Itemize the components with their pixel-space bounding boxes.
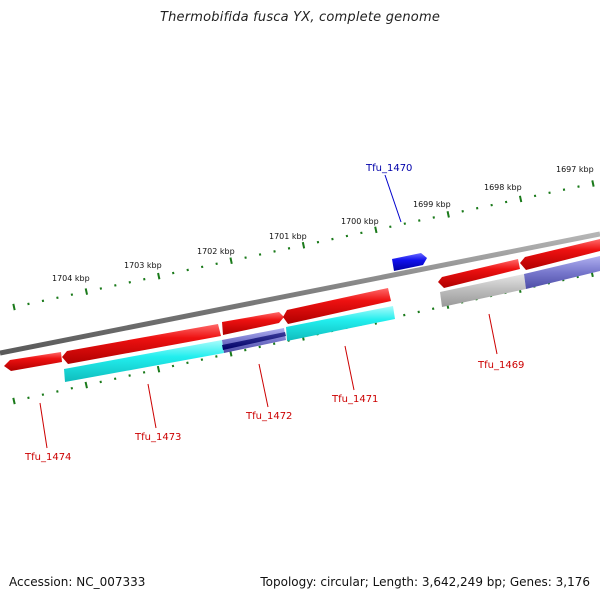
outer-scale-major-tick: [157, 272, 161, 280]
genome-title: Thermobifida fusca YX, complete genome: [159, 10, 441, 25]
leader-tfu-1470: [384, 174, 402, 223]
leader-tfu-1471: [344, 345, 355, 391]
outer-scale-major-tick: [446, 211, 450, 218]
accession-text: Accession: NC_007333: [9, 575, 146, 589]
gene-tfu-1470: [392, 253, 427, 271]
outer-scale-major-tick: [374, 226, 378, 234]
gene-tfu-1471-cyan: [286, 306, 395, 341]
topology-text: Topology: circular; Length: 3,642,249 bp…: [260, 575, 590, 589]
gene-label-tfu-1469: Tfu_1469: [477, 360, 524, 371]
scale-label-1700: 1700 kbp: [341, 217, 379, 226]
scale-label-1701: 1701 kbp: [269, 232, 307, 241]
gene-tfu-1469-gray: [440, 274, 526, 307]
scale-label-1698: 1698 kbp: [484, 183, 522, 192]
gene-tfu-1473-cyan: [64, 340, 224, 382]
gene-tfu-1472-red: [222, 312, 284, 335]
leader-tfu-1473: [147, 383, 157, 429]
gene-tfu-1472-dark: [222, 332, 286, 350]
inner-scale-major-tick: [84, 381, 88, 389]
gene-tfu-1473-red: [62, 324, 221, 364]
gene-label-tfu-1470: Tfu_1470: [365, 163, 412, 174]
inner-scale-major-tick: [156, 365, 161, 373]
gene-label-tfu-1473: Tfu_1473: [134, 432, 181, 443]
genome-backbone: [0, 231, 600, 356]
inner-scale-major-tick: [12, 397, 16, 405]
outer-scale-major-tick: [518, 195, 523, 203]
scale-label-1699: 1699 kbp: [413, 200, 451, 209]
scale-track-outer: [12, 180, 595, 311]
outer-scale-major-tick: [12, 303, 16, 311]
gene-tfu-1471-red: [283, 288, 391, 324]
gene-tfu-1469-red-b: [520, 239, 600, 270]
scale-label-1703: 1703 kbp: [124, 261, 162, 270]
gene-tfu-1469-red-a: [438, 259, 520, 288]
leader-tfu-1469: [488, 313, 498, 355]
gene-label-tfu-1472: Tfu_1472: [245, 411, 292, 422]
outer-scale-major-tick: [84, 288, 89, 295]
scale-label-1704: 1704 kbp: [52, 274, 90, 283]
outer-scale-major-tick: [229, 257, 233, 265]
outer-scale-major-tick: [301, 241, 306, 249]
gene-tfu-1474-red: [4, 352, 62, 371]
gene-label-tfu-1474: Tfu_1474: [24, 452, 71, 463]
outer-scale-major-tick: [591, 180, 595, 187]
scale-label-1697: 1697 kbp: [556, 165, 594, 174]
gene-label-tfu-1471: Tfu_1471: [331, 394, 378, 405]
scale-label-1702: 1702 kbp: [197, 247, 235, 256]
leader-tfu-1472: [258, 363, 269, 408]
leader-tfu-1474: [39, 402, 48, 449]
gene-tfu-1469-purple: [524, 256, 600, 289]
